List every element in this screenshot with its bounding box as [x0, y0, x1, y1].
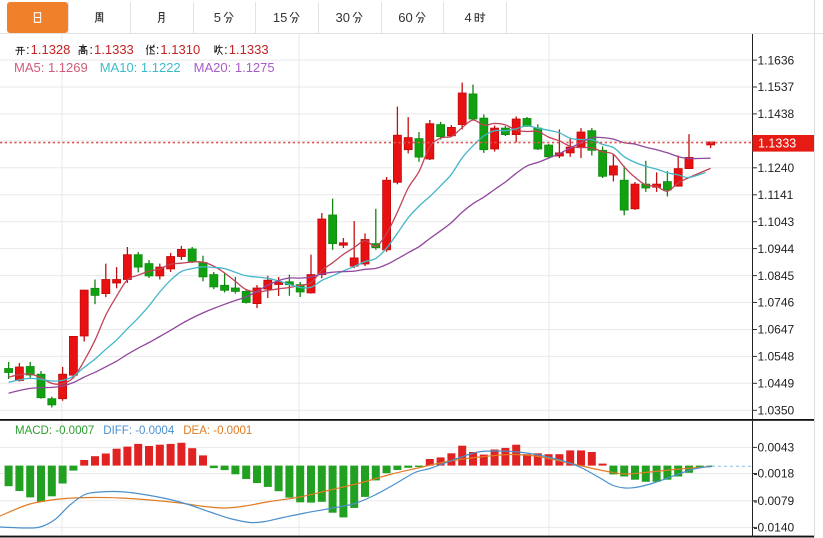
svg-text:0.0043: 0.0043	[758, 441, 795, 455]
svg-text:1.1438: 1.1438	[758, 107, 795, 121]
svg-text:1.0746: 1.0746	[758, 296, 795, 310]
svg-text:-0.0140: -0.0140	[754, 521, 795, 535]
svg-text:-0.0079: -0.0079	[754, 494, 795, 508]
svg-text:1.1043: 1.1043	[758, 215, 795, 229]
svg-text:1.1537: 1.1537	[758, 80, 795, 94]
svg-text:1.0647: 1.0647	[758, 323, 795, 337]
svg-text:1.0350: 1.0350	[758, 404, 795, 418]
svg-text:1.1240: 1.1240	[758, 161, 795, 175]
svg-text:1.0449: 1.0449	[758, 377, 795, 391]
svg-text:1.0548: 1.0548	[758, 350, 795, 364]
svg-text:1.1333: 1.1333	[758, 137, 796, 151]
svg-text:1.0845: 1.0845	[758, 269, 795, 283]
svg-text:1.0944: 1.0944	[758, 242, 795, 256]
svg-text:1.1141: 1.1141	[758, 188, 794, 202]
svg-text:-0.0018: -0.0018	[754, 467, 795, 481]
svg-text:1.1636: 1.1636	[758, 53, 795, 67]
